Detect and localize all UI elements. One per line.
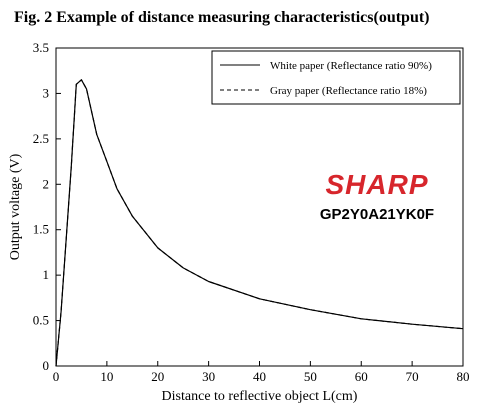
y-axis-label: Output voltage (V) xyxy=(8,153,23,260)
y-tick-label: 3 xyxy=(43,85,50,100)
x-tick-label: 20 xyxy=(151,369,164,384)
x-tick-label: 70 xyxy=(406,369,419,384)
legend-label-gray-paper: Gray paper (Reflectance ratio 18%) xyxy=(270,85,427,97)
y-tick-label: 1 xyxy=(43,267,50,282)
sharp-logo: SHARP GP2Y0A21YK0F xyxy=(320,169,434,223)
y-tick-label: 3.5 xyxy=(33,40,49,55)
x-tick-label: 40 xyxy=(253,369,266,384)
y-tick-label: 2.5 xyxy=(33,131,49,146)
x-tick-label: 30 xyxy=(202,369,215,384)
legend-label-white-paper: White paper (Reflectance ratio 90%) xyxy=(270,60,432,72)
x-tick-label: 60 xyxy=(355,369,368,384)
x-axis-label: Distance to reflective object L(cm) xyxy=(162,389,358,404)
y-tick-label: 0.5 xyxy=(33,313,49,328)
y-tick-label: 1.5 xyxy=(33,222,49,237)
x-tick-label: 0 xyxy=(53,369,60,384)
ticks-layer: 0 10 20 30 40 50 60 70 80 0 0.5 1 1.5 2 2.5 3 3.5 xyxy=(33,40,470,384)
y-tick-label: 0 xyxy=(43,358,50,373)
x-tick-label: 10 xyxy=(100,369,113,384)
chart-legend: White paper (Reflectance ratio 90%) Gray… xyxy=(211,50,461,105)
x-tick-label: 80 xyxy=(457,369,470,384)
series-line-white-paper xyxy=(55,79,464,367)
x-tick-label: 50 xyxy=(304,369,317,384)
y-tick-label: 2 xyxy=(43,176,50,191)
brand-logo-text: SHARP xyxy=(325,169,428,200)
series-lines xyxy=(55,79,464,367)
legend-box xyxy=(211,50,461,105)
model-number-text: GP2Y0A21YK0F xyxy=(320,206,434,223)
chart-title: Fig. 2 Example of distance measuring cha… xyxy=(14,9,430,26)
